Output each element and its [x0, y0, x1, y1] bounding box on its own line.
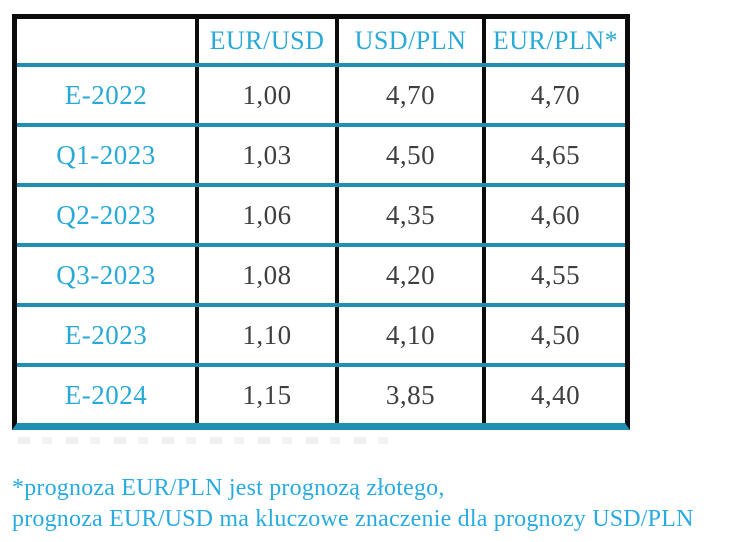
footnote-line-1: *prognoza EUR/PLN jest prognozą złotego, [12, 475, 445, 501]
cell-usd-pln: 3,85 [339, 367, 486, 423]
header-cell-eur-usd: EUR/USD [199, 19, 339, 63]
footnote-line-2: prognoza EUR/USD ma kluczowe znaczenie d… [12, 506, 694, 532]
cell-usd-pln: 4,35 [339, 187, 486, 243]
cell-eur-usd: 1,00 [199, 67, 339, 123]
cell-eur-pln: 4,40 [530, 379, 581, 410]
cell-eur-pln: 4,55 [530, 259, 581, 290]
cell-eur-pln: 4,60 [530, 199, 581, 230]
row-label: Q1-2023 [17, 127, 199, 183]
cell-eur-pln: 4,70 [530, 79, 581, 110]
cell-usd-pln: 4,70 [339, 67, 486, 123]
cell-eur-pln: 4,50 [530, 319, 581, 350]
cropped-text-artifact [18, 437, 388, 444]
cell-eur-pln: 4,65 [530, 139, 581, 170]
row-label: E-2024 [17, 367, 199, 423]
table-row: Q3-2023 1,08 4,20 4,55 [17, 247, 625, 307]
table-header-row: EUR/USD USD/PLN EUR/PLN* [17, 19, 625, 67]
row-label: Q3-2023 [17, 247, 199, 303]
cell-usd-pln: 4,50 [339, 127, 486, 183]
header-cell-usd-pln: USD/PLN [339, 19, 486, 63]
header-cell-eur-pln: EUR/PLN* [492, 26, 619, 55]
footnote: *prognoza EUR/PLN jest prognozą złotego,… [12, 473, 732, 535]
row-label: Q2-2023 [17, 187, 199, 243]
header-cell-empty [17, 19, 199, 63]
cell-usd-pln: 4,10 [339, 307, 486, 363]
cell-eur-usd: 1,08 [199, 247, 339, 303]
cell-eur-usd: 1,10 [199, 307, 339, 363]
cell-eur-usd: 1,15 [199, 367, 339, 423]
row-label: E-2023 [17, 307, 199, 363]
table-row: E-2023 1,10 4,10 4,50 [17, 307, 625, 367]
row-label: E-2022 [17, 67, 199, 123]
table-row: Q1-2023 1,03 4,50 4,65 [17, 127, 625, 187]
fx-forecast-table: EUR/USD USD/PLN EUR/PLN* E-2022 1,00 4,7… [12, 14, 630, 430]
cell-eur-usd: 1,03 [199, 127, 339, 183]
table-row: Q2-2023 1,06 4,35 4,60 [17, 187, 625, 247]
table-row: E-2022 1,00 4,70 4,70 [17, 67, 625, 127]
cell-usd-pln: 4,20 [339, 247, 486, 303]
table-row: E-2024 1,15 3,85 4,40 [17, 367, 625, 423]
cell-eur-usd: 1,06 [199, 187, 339, 243]
